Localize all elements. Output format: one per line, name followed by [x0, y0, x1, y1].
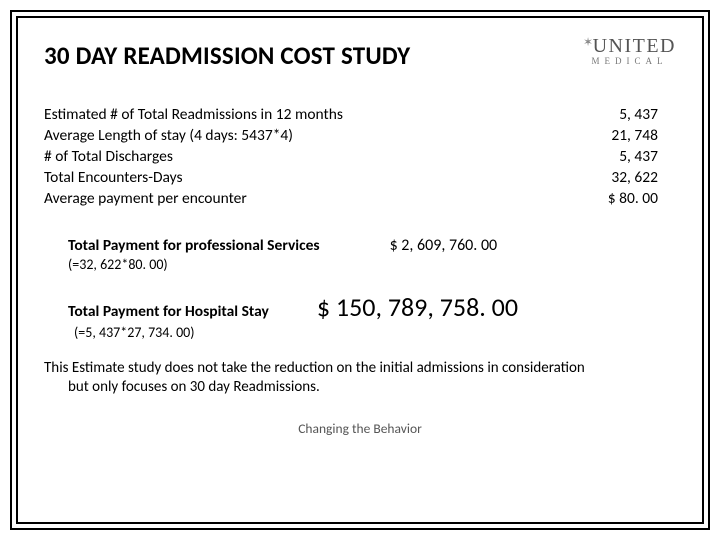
- header: 30 DAY READMISSION COST STUDY ✶UNITED ME…: [44, 40, 676, 71]
- calc-block-2: Total Payment for Hospital Stay $ 150, 7…: [44, 291, 676, 341]
- stats-row: Average payment per encounter $ 80. 00: [44, 189, 676, 210]
- page-title: 30 DAY READMISSION COST STUDY: [44, 40, 410, 71]
- stats-row: Average Length of stay (4 days: 5437*4) …: [44, 126, 676, 147]
- calc-value: $ 2, 609, 760. 00: [390, 236, 498, 255]
- stats-value: 5, 437: [566, 105, 676, 126]
- calc-value-large: $ 150, 789, 758. 00: [317, 291, 518, 323]
- logo: ✶UNITED MEDICAL: [583, 36, 676, 66]
- stats-row: # of Total Discharges 5, 437: [44, 147, 676, 168]
- stats-block: Estimated # of Total Readmissions in 12 …: [44, 105, 676, 210]
- stats-label: Estimated # of Total Readmissions in 12 …: [44, 105, 566, 126]
- logo-main-text: UNITED: [593, 35, 676, 57]
- outer-border: 30 DAY READMISSION COST STUDY ✶UNITED ME…: [10, 10, 710, 530]
- inner-border: 30 DAY READMISSION COST STUDY ✶UNITED ME…: [16, 16, 704, 524]
- calc-label: Total Payment for professional Services: [68, 236, 320, 255]
- stats-row: Total Encounters-Days 32, 622: [44, 168, 676, 189]
- note-text: This Estimate study does not take the re…: [44, 359, 676, 398]
- stats-row: Estimated # of Total Readmissions in 12 …: [44, 105, 676, 126]
- footer-text: Changing the Behavior: [44, 420, 676, 437]
- stats-value: 32, 622: [566, 168, 676, 189]
- stats-label: Average Length of stay (4 days: 5437*4): [44, 126, 566, 147]
- calc-label: Total Payment for Hospital Stay: [68, 302, 269, 321]
- calc-formula: (=32, 622*80. 00): [68, 256, 676, 273]
- calc-formula: (=5, 437*27, 734. 00): [74, 324, 676, 341]
- stats-label: Total Encounters-Days: [44, 168, 566, 189]
- calc-block-1: Total Payment for professional Services …: [44, 236, 676, 273]
- stats-value: 5, 437: [566, 147, 676, 168]
- logo-sub-text: MEDICAL: [583, 57, 676, 66]
- calc-row: Total Payment for Hospital Stay $ 150, 7…: [68, 291, 676, 323]
- stats-label: # of Total Discharges: [44, 147, 566, 168]
- calc-row: Total Payment for professional Services …: [68, 236, 676, 255]
- note-line-1: This Estimate study does not take the re…: [44, 359, 676, 379]
- note-line-2: but only focuses on 30 day Readmissions.: [44, 378, 676, 398]
- stats-label: Average payment per encounter: [44, 189, 566, 210]
- stats-value: 21, 748: [566, 126, 676, 147]
- logo-main: ✶UNITED: [583, 36, 676, 56]
- stats-value: $ 80. 00: [566, 189, 676, 210]
